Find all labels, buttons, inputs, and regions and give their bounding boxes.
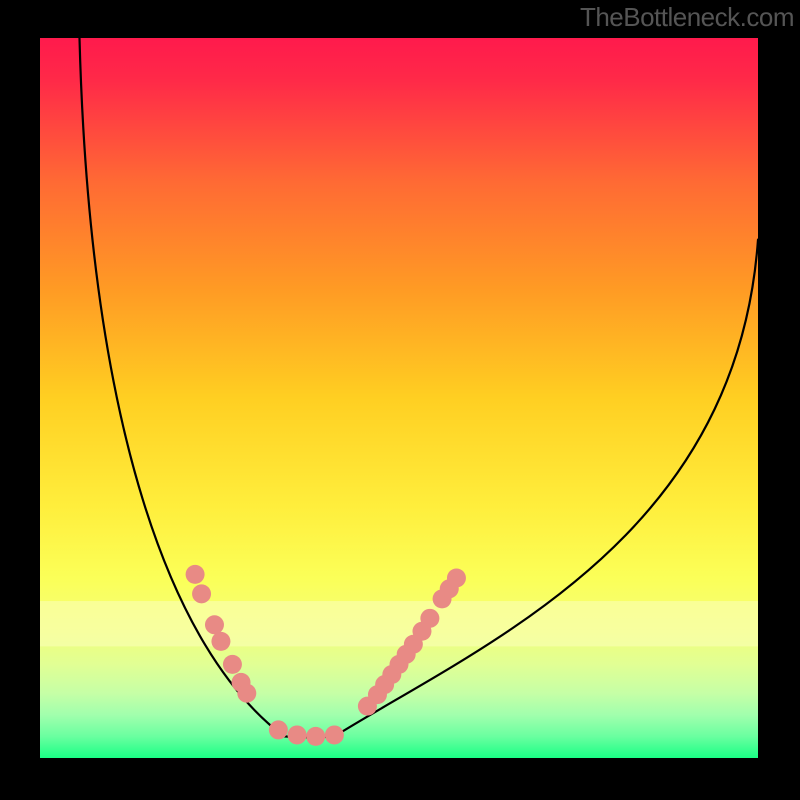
marker-left-4: [223, 655, 242, 674]
chart-root: TheBottleneck.com: [0, 0, 800, 800]
marker-left-1: [192, 584, 211, 603]
chart-canvas: [0, 0, 800, 800]
marker-left-3: [211, 632, 230, 651]
marker-bottom-1: [288, 725, 307, 744]
marker-bottom-3: [325, 725, 344, 744]
marker-right-8: [420, 609, 439, 628]
watermark-text: TheBottleneck.com: [580, 0, 800, 33]
marker-left-0: [186, 565, 205, 584]
marker-bottom-2: [306, 727, 325, 746]
marker-bottom-0: [269, 720, 288, 739]
marker-left-2: [205, 615, 224, 634]
marker-right-11: [447, 569, 466, 588]
marker-left-6: [237, 684, 256, 703]
pale-band: [40, 601, 758, 646]
